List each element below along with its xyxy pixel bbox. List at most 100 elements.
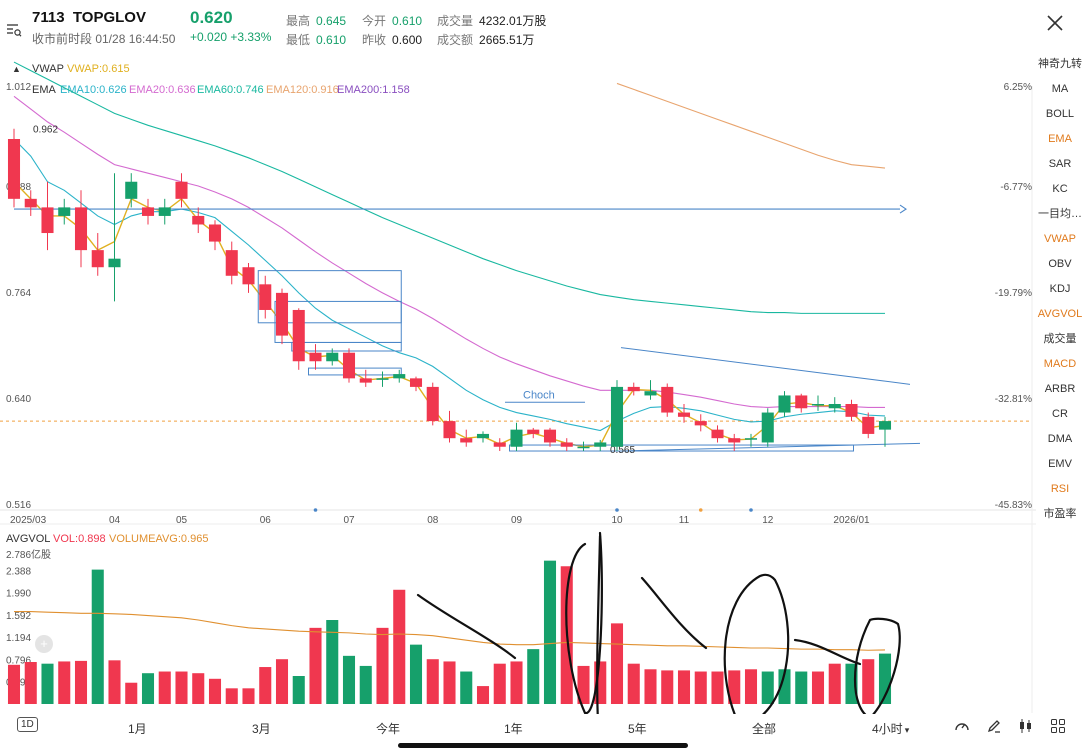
candle-body: [326, 352, 339, 362]
range-ytd[interactable]: 今年: [376, 722, 401, 736]
volume-bar: [292, 676, 305, 704]
volume-bar: [728, 670, 741, 704]
volume-bar: [677, 670, 691, 704]
candle-body: [577, 446, 590, 449]
volume-bar: [527, 649, 540, 704]
sidebar-item-10[interactable]: AVGVOL: [1037, 308, 1083, 320]
stock-name: TOPGLOV: [72, 9, 146, 26]
range-5y[interactable]: 5年: [628, 722, 647, 736]
pct-tick-label: -45.83%: [995, 500, 1032, 511]
volume-bar: [493, 663, 506, 704]
candle-body: [225, 250, 238, 276]
range-3m[interactable]: 3月: [252, 722, 271, 736]
session-status: 收市前时段 01/28 16:44:50: [32, 32, 176, 46]
range-1y[interactable]: 1年: [504, 722, 523, 736]
x-tick-label: 12: [762, 515, 774, 526]
sidebar-item-1[interactable]: MA: [1051, 83, 1069, 95]
sidebar-item-16[interactable]: EMV: [1048, 458, 1072, 470]
range-all[interactable]: 全部: [752, 722, 777, 736]
gauge-icon[interactable]: [954, 718, 970, 737]
event-dot: [749, 508, 753, 512]
candle-body: [828, 404, 841, 409]
vol-legend: VOL:0.898: [53, 533, 106, 545]
close-icon[interactable]: [1046, 14, 1064, 32]
candle-body: [259, 284, 272, 310]
candle-body: [677, 412, 691, 417]
candle-body: [108, 258, 121, 268]
sidebar-item-2[interactable]: BOLL: [1045, 108, 1075, 120]
period-button[interactable]: 1D: [17, 717, 38, 732]
ema10-legend: EMA10:0.626: [60, 84, 127, 96]
x-tick-label: 07: [343, 515, 355, 526]
candle-body: [560, 442, 573, 447]
volume-bar: [326, 620, 339, 704]
candle-body: [510, 429, 523, 447]
volume-bar: [426, 659, 439, 704]
volume-bar: [610, 623, 624, 704]
vwap-legend-value: VWAP:0.615: [67, 63, 130, 75]
volume-bar: [7, 664, 21, 704]
volume-bar: [309, 627, 322, 704]
sidebar-item-11[interactable]: 成交量: [1043, 333, 1077, 345]
vol-tick-label: 1.990: [6, 589, 31, 600]
event-dot: [313, 508, 318, 512]
volume-bar: [543, 560, 557, 704]
candle-body: [661, 386, 674, 413]
candlestick-icon[interactable]: [1018, 718, 1034, 737]
series-line-ema10: [13, 138, 886, 432]
candle-body: [694, 421, 707, 426]
volume-bar: [694, 671, 707, 704]
candle-body: [493, 442, 506, 447]
sidebar-item-14[interactable]: CR: [1052, 408, 1068, 420]
choch-label: Choch: [523, 389, 555, 401]
candle-body: [141, 207, 155, 216]
sidebar-item-15[interactable]: DMA: [1047, 433, 1073, 445]
volume-bar: [141, 673, 155, 704]
sidebar-item-13[interactable]: ARBR: [1044, 383, 1076, 395]
x-tick-label: 09: [511, 515, 523, 526]
wedge-upper-line: [620, 347, 911, 385]
candle-body: [443, 421, 456, 439]
vol-tick-label: 2.388: [6, 566, 31, 577]
x-tick-label: 04: [109, 515, 121, 526]
menu-search-icon[interactable]: [6, 22, 22, 38]
volume-bar: [41, 663, 54, 704]
volume-bar: [225, 688, 238, 704]
pen-icon[interactable]: [986, 718, 1002, 737]
candle-body: [309, 352, 322, 362]
sidebar-item-6[interactable]: 一目均…: [1038, 208, 1082, 220]
sidebar-item-7[interactable]: VWAP: [1044, 233, 1076, 245]
candle-body: [811, 404, 825, 406]
grid-icon[interactable]: [1050, 718, 1066, 737]
pct-tick-label: 6.25%: [1004, 82, 1032, 93]
add-indicator-button[interactable]: [35, 635, 53, 653]
event-dot: [615, 508, 619, 512]
sidebar-item-17[interactable]: RSI: [1050, 483, 1070, 495]
volume-bar: [342, 655, 356, 704]
volume-bar: [778, 669, 791, 704]
volume-bar: [393, 589, 406, 704]
ema20-legend: EMA20:0.636: [129, 84, 196, 96]
hand-drawn-mark-1: [565, 531, 603, 714]
interval-selector[interactable]: 4小时 ▾: [872, 722, 910, 736]
volume-bar: [58, 661, 71, 704]
hand-drawn-mark-3: [640, 576, 708, 650]
sidebar-item-12[interactable]: MACD: [1043, 358, 1077, 370]
chart-canvas[interactable]: ▲ VWAP VWAP:0.615 EMA EMA10:0.626 EMA20:0.636…: [0, 58, 1036, 714]
volume-bar: [259, 667, 272, 704]
volume-bar: [862, 659, 875, 704]
bottom-toolbar: 1D 1月 3月 今年 1年 5年 全部 4小时 ▾: [0, 712, 1065, 742]
candle-body: [74, 207, 88, 251]
zone-box-2: [291, 341, 402, 352]
sidebar-item-18[interactable]: 市盈率: [1043, 508, 1077, 520]
volume-bar: [359, 665, 372, 704]
sidebar-item-0[interactable]: 神奇九转: [1038, 58, 1082, 70]
sidebar-item-5[interactable]: KC: [1052, 183, 1068, 195]
sidebar-item-8[interactable]: OBV: [1048, 258, 1072, 270]
candle-body: [610, 386, 624, 447]
sidebar-item-9[interactable]: KDJ: [1049, 283, 1071, 295]
range-1m[interactable]: 1月: [128, 722, 147, 736]
sidebar-item-4[interactable]: SAR: [1048, 158, 1072, 170]
sidebar-item-3[interactable]: EMA: [1048, 133, 1072, 145]
candle-body: [644, 391, 657, 396]
